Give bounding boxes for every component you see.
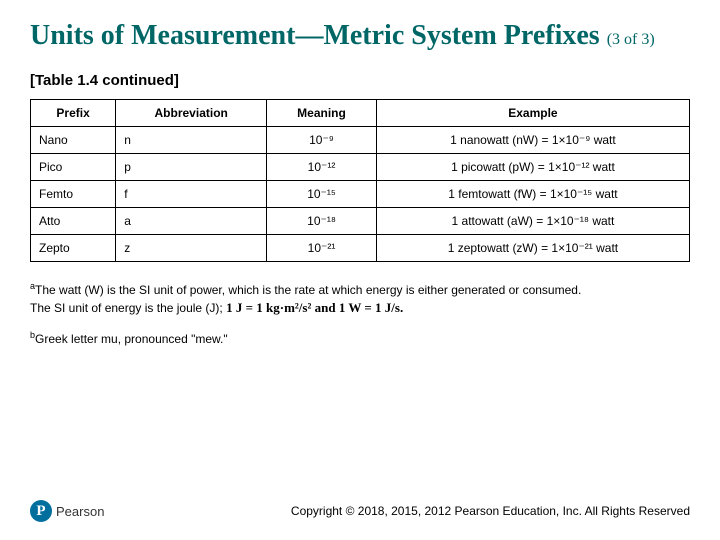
logo-p-icon: P: [30, 500, 52, 522]
cell-example: 1 nanowatt (nW) = 1×10⁻⁹ watt: [376, 127, 689, 154]
table-caption: [Table 1.4 continued]: [30, 72, 690, 89]
table-row: Zepto z 10⁻²¹ 1 zeptowatt (zW) = 1×10⁻²¹…: [31, 235, 690, 262]
copyright-text: Copyright © 2018, 2015, 2012 Pearson Edu…: [291, 504, 690, 518]
cell-abbr: p: [116, 154, 267, 181]
footnote-b-text: Greek letter mu, pronounced "mew.": [35, 332, 228, 346]
title-main: Units of Measurement—Metric System Prefi…: [30, 20, 600, 51]
footnote-a-equation: 1 J = 1 kg·m²/s² and 1 W = 1 J/s.: [226, 299, 403, 317]
slide-title: Units of Measurement—Metric System Prefi…: [30, 20, 690, 52]
cell-example: 1 femtowatt (fW) = 1×10⁻¹⁵ watt: [376, 181, 689, 208]
footnote-a-text2: The SI unit of energy is the joule (J);: [30, 301, 226, 315]
cell-abbr: f: [116, 181, 267, 208]
cell-example: 1 zeptowatt (zW) = 1×10⁻²¹ watt: [376, 235, 689, 262]
cell-meaning: 10⁻⁹: [267, 127, 377, 154]
pearson-logo: P Pearson: [30, 500, 104, 522]
logo-text: Pearson: [56, 504, 104, 519]
cell-prefix: Nano: [31, 127, 116, 154]
col-prefix: Prefix: [31, 100, 116, 127]
cell-meaning: 10⁻¹⁵: [267, 181, 377, 208]
table-row: Femto f 10⁻¹⁵ 1 femtowatt (fW) = 1×10⁻¹⁵…: [31, 181, 690, 208]
cell-prefix: Femto: [31, 181, 116, 208]
cell-prefix: Pico: [31, 154, 116, 181]
cell-prefix: Zepto: [31, 235, 116, 262]
cell-meaning: 10⁻²¹: [267, 235, 377, 262]
cell-example: 1 picowatt (pW) = 1×10⁻¹² watt: [376, 154, 689, 181]
col-example: Example: [376, 100, 689, 127]
cell-abbr: z: [116, 235, 267, 262]
table-row: Atto a 10⁻¹⁸ 1 attowatt (aW) = 1×10⁻¹⁸ w…: [31, 208, 690, 235]
cell-abbr: a: [116, 208, 267, 235]
footnote-a-text1: The watt (W) is the SI unit of power, wh…: [35, 283, 581, 297]
table-row: Pico p 10⁻¹² 1 picowatt (pW) = 1×10⁻¹² w…: [31, 154, 690, 181]
cell-meaning: 10⁻¹²: [267, 154, 377, 181]
cell-example: 1 attowatt (aW) = 1×10⁻¹⁸ watt: [376, 208, 689, 235]
col-abbr: Abbreviation: [116, 100, 267, 127]
prefix-table: Prefix Abbreviation Meaning Example Nano…: [30, 99, 690, 262]
title-sub: (3 of 3): [607, 31, 655, 48]
cell-prefix: Atto: [31, 208, 116, 235]
slide-footer: P Pearson Copyright © 2018, 2015, 2012 P…: [30, 500, 690, 522]
table-row: Nano n 10⁻⁹ 1 nanowatt (nW) = 1×10⁻⁹ wat…: [31, 127, 690, 154]
footnote-a: aThe watt (W) is the SI unit of power, w…: [30, 280, 690, 317]
col-meaning: Meaning: [267, 100, 377, 127]
table-header-row: Prefix Abbreviation Meaning Example: [31, 100, 690, 127]
footnote-b: bGreek letter mu, pronounced "mew.": [30, 329, 690, 348]
cell-abbr: n: [116, 127, 267, 154]
cell-meaning: 10⁻¹⁸: [267, 208, 377, 235]
